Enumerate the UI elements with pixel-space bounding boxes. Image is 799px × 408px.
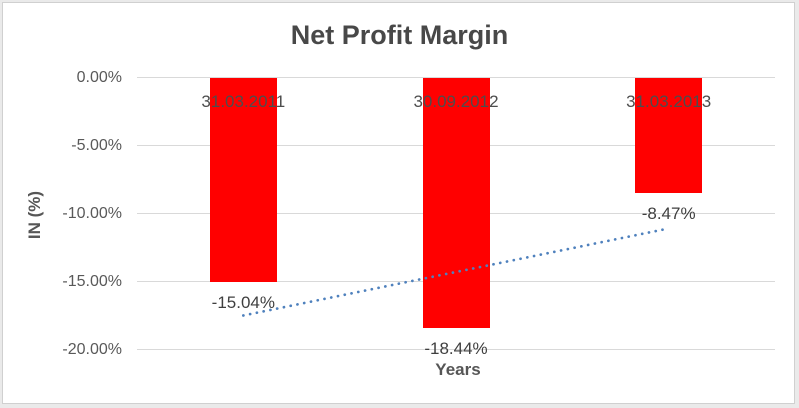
y-tick-label: -10.00%	[62, 204, 122, 222]
bar	[422, 77, 490, 329]
y-tick-label: -5.00%	[71, 136, 122, 154]
y-tick-label: -15.00%	[62, 272, 122, 290]
category-label: 30.09.2012	[413, 92, 499, 111]
category-label: 31.03.2011	[201, 92, 286, 111]
x-axis-title: Years	[435, 360, 481, 379]
y-tick-label: 0.00%	[76, 68, 122, 86]
bar	[635, 77, 703, 193]
chart-title: Net Profit Margin	[290, 20, 509, 50]
data-label: -15.04%	[211, 293, 275, 313]
category-label: 31.03.2013	[626, 92, 712, 111]
chart-frame	[2, 2, 795, 404]
data-label: -18.44%	[424, 339, 488, 359]
y-tick-label: -20.00%	[62, 340, 122, 358]
data-label: -8.47%	[641, 203, 696, 223]
gridline	[137, 349, 775, 350]
